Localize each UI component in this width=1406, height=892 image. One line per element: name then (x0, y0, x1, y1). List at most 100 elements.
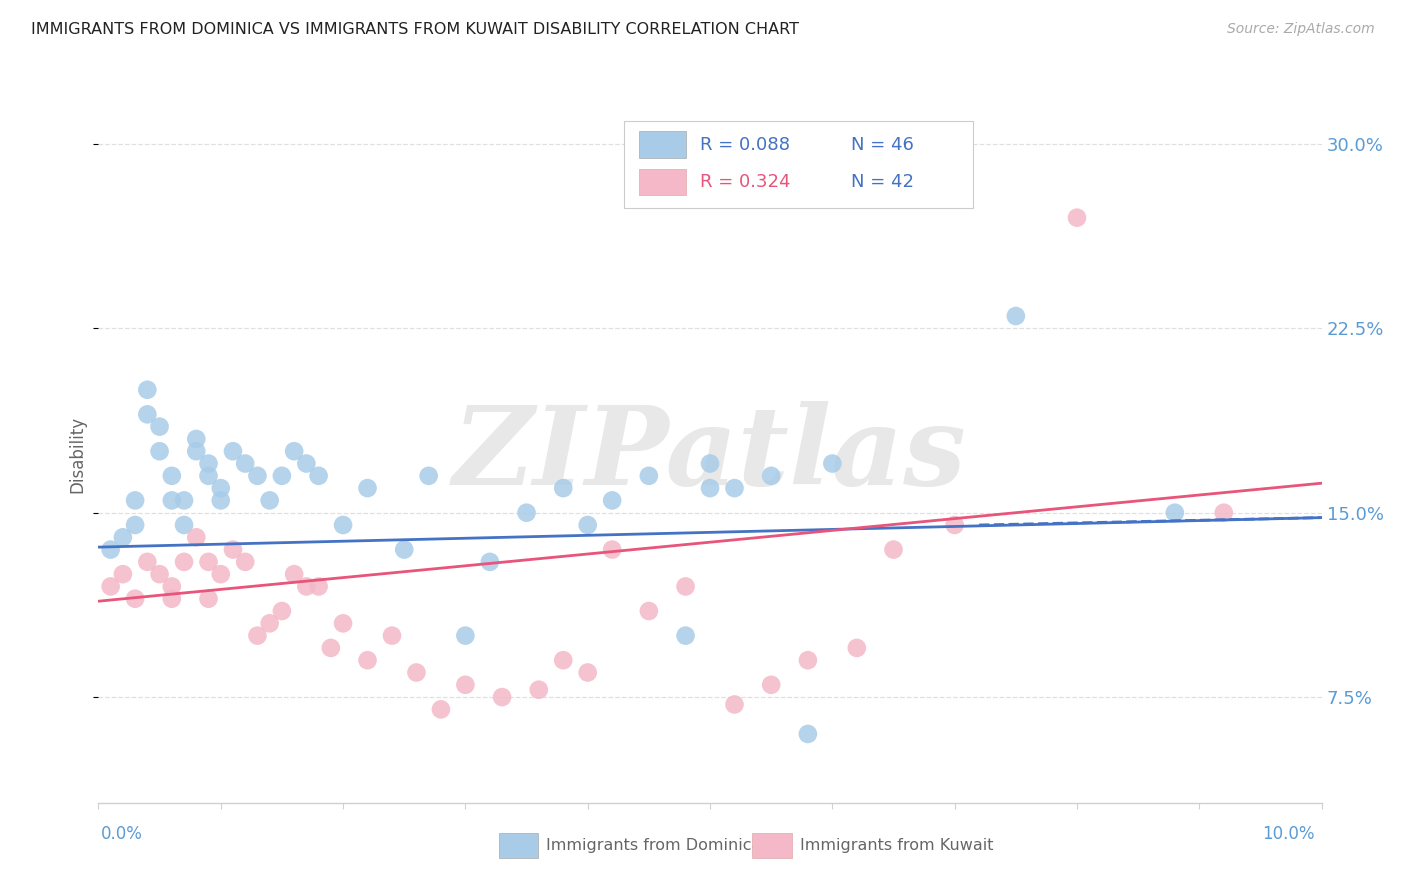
Point (173, 493, 195, 508)
Text: IMMIGRANTS FROM DOMINICA VS IMMIGRANTS FROM KUWAIT DISABILITY CORRELATION CHART: IMMIGRANTS FROM DOMINICA VS IMMIGRANTS F… (31, 22, 799, 37)
Point (124, 493, 146, 508)
Point (1066, 211, 1088, 225)
Point (124, 591, 146, 606)
Point (478, 555, 501, 569)
Point (222, 542, 245, 557)
Point (100, 542, 122, 557)
Point (943, 518, 966, 533)
Point (699, 481, 721, 495)
Point (233, 457, 256, 471)
Point (430, 702, 453, 716)
Point (149, 444, 172, 458)
Text: 10.0%: 10.0% (1263, 825, 1315, 843)
Point (149, 567, 172, 582)
Point (699, 457, 721, 471)
Text: Immigrants from Kuwait: Immigrants from Kuwait (800, 838, 994, 853)
Point (197, 591, 219, 606)
Point (111, 567, 134, 582)
Y-axis label: Disability: Disability (69, 417, 87, 493)
Point (246, 629, 269, 643)
Point (527, 682, 550, 697)
Point (308, 468, 330, 483)
Point (1212, 506, 1234, 520)
Point (173, 555, 195, 569)
Text: R = 0.088: R = 0.088 (700, 136, 790, 153)
Point (136, 383, 159, 397)
Point (883, 542, 905, 557)
Point (576, 518, 599, 533)
Point (759, 678, 782, 692)
Point (356, 481, 378, 495)
FancyBboxPatch shape (624, 121, 973, 208)
Text: ZIPatlas: ZIPatlas (453, 401, 967, 508)
Point (160, 468, 183, 483)
Point (821, 457, 844, 471)
Point (209, 567, 232, 582)
Point (222, 444, 245, 458)
Point (454, 678, 477, 692)
Point (270, 468, 292, 483)
Point (797, 727, 820, 741)
Point (283, 444, 305, 458)
Point (149, 419, 172, 434)
Point (209, 481, 232, 495)
Point (136, 408, 159, 422)
Point (160, 591, 183, 606)
Point (553, 481, 575, 495)
Point (356, 653, 378, 667)
Point (723, 698, 745, 712)
Point (637, 468, 661, 483)
Point (723, 481, 745, 495)
Point (319, 640, 342, 655)
Point (197, 468, 219, 483)
Point (160, 579, 183, 593)
Point (233, 555, 256, 569)
Point (100, 579, 122, 593)
Point (392, 542, 416, 557)
Point (405, 665, 427, 680)
Point (259, 616, 281, 631)
Point (283, 567, 305, 582)
Point (675, 579, 697, 593)
Point (576, 665, 599, 680)
Point (516, 506, 538, 520)
Point (1164, 506, 1187, 520)
Text: N = 46: N = 46 (851, 136, 914, 153)
Point (295, 457, 318, 471)
Point (418, 468, 440, 483)
Point (1004, 309, 1026, 323)
Point (553, 653, 575, 667)
FancyBboxPatch shape (640, 169, 686, 195)
Point (332, 616, 354, 631)
Point (209, 493, 232, 508)
Point (797, 653, 820, 667)
Text: R = 0.324: R = 0.324 (700, 173, 790, 191)
Point (186, 432, 208, 446)
Text: Source: ZipAtlas.com: Source: ZipAtlas.com (1227, 22, 1375, 37)
Point (186, 444, 208, 458)
Point (136, 555, 159, 569)
Point (270, 604, 292, 618)
Point (332, 518, 354, 533)
Point (111, 530, 134, 544)
Point (675, 629, 697, 643)
Text: N = 42: N = 42 (851, 173, 914, 191)
Point (295, 579, 318, 593)
Point (197, 555, 219, 569)
Point (491, 690, 513, 704)
Point (600, 542, 623, 557)
Point (845, 640, 868, 655)
Point (173, 518, 195, 533)
Text: 0.0%: 0.0% (101, 825, 143, 843)
Point (186, 530, 208, 544)
Point (637, 604, 661, 618)
Point (381, 629, 404, 643)
Point (308, 579, 330, 593)
Point (246, 468, 269, 483)
Point (600, 493, 623, 508)
Point (759, 468, 782, 483)
Point (197, 457, 219, 471)
Text: Immigrants from Dominica: Immigrants from Dominica (546, 838, 761, 853)
Point (124, 518, 146, 533)
FancyBboxPatch shape (640, 131, 686, 158)
